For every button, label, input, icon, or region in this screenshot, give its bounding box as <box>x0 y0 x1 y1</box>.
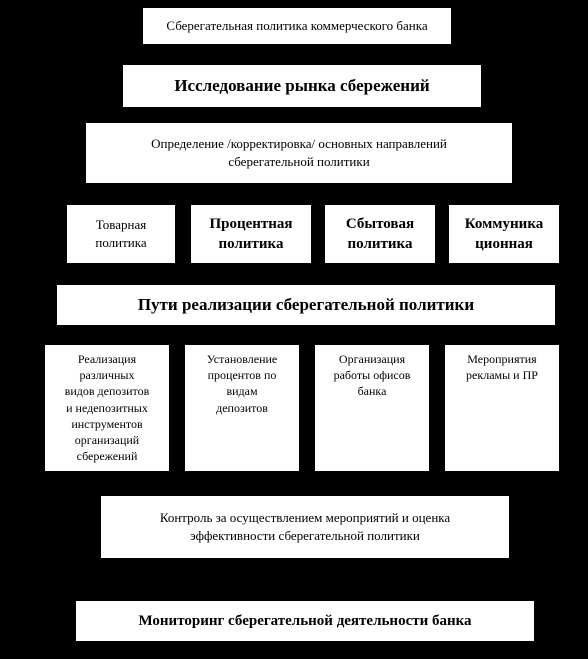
node-policy-communication-l2: ционная <box>475 234 533 254</box>
node-impl-offices: Организация работы офисов банка <box>314 344 430 472</box>
impl2-l3: видам <box>226 383 257 399</box>
node-policy-communication-l1: Коммуника <box>465 214 543 234</box>
node-control-l2: эффективности сберегательной политики <box>190 527 420 545</box>
node-directions-line2: сберегательной политики <box>228 153 369 171</box>
impl2-l4: депозитов <box>216 400 268 416</box>
node-policy-product-l1: Товарная <box>96 216 146 234</box>
impl1-l7: сбережений <box>77 448 138 464</box>
node-monitoring-text: Мониторинг сберегательной деятельности б… <box>138 611 471 631</box>
impl4-l2: рекламы и ПР <box>466 367 538 383</box>
node-policy-sales: Сбытовая политика <box>324 204 436 264</box>
impl1-l6: организаций <box>75 432 139 448</box>
node-top: Сберегательная политика коммерческого ба… <box>142 7 452 45</box>
node-control-l1: Контроль за осуществлением мероприятий и… <box>160 509 450 527</box>
diagram-canvas: Сберегательная политика коммерческого ба… <box>0 0 588 659</box>
node-research: Исследование рынка сбережений <box>122 64 482 108</box>
impl4-l1: Мероприятия <box>467 351 536 367</box>
node-policy-sales-l2: политика <box>348 234 413 254</box>
node-policy-interest-l1: Процентная <box>209 214 292 234</box>
impl1-l1: Реализация <box>78 351 136 367</box>
node-impl-deposits: Реализация различных видов депозитов и н… <box>44 344 170 472</box>
node-directions-line1: Определение /корректировка/ основных нап… <box>151 135 447 153</box>
node-policy-product: Товарная политика <box>66 204 176 264</box>
node-research-text: Исследование рынка сбережений <box>174 75 429 98</box>
impl1-l3: видов депозитов <box>65 383 150 399</box>
node-policy-interest-l2: политика <box>219 234 284 254</box>
node-impl-advertising: Мероприятия рекламы и ПР <box>444 344 560 472</box>
node-directions: Определение /корректировка/ основных нап… <box>85 122 513 184</box>
node-policy-sales-l1: Сбытовая <box>346 214 414 234</box>
node-control: Контроль за осуществлением мероприятий и… <box>100 495 510 559</box>
node-impl-rates: Установление процентов по видам депозито… <box>184 344 300 472</box>
impl3-l3: банка <box>358 383 387 399</box>
node-policy-product-l2: политика <box>95 234 146 252</box>
node-top-text: Сберегательная политика коммерческого ба… <box>166 17 427 35</box>
impl1-l4: и недепозитных <box>66 400 148 416</box>
node-ways: Пути реализации сберегательной политики <box>56 284 556 326</box>
node-policy-communication: Коммуника ционная <box>448 204 560 264</box>
node-policy-interest: Процентная политика <box>190 204 312 264</box>
impl3-l1: Организация <box>339 351 405 367</box>
node-monitoring: Мониторинг сберегательной деятельности б… <box>75 600 535 642</box>
impl1-l2: различных <box>80 367 135 383</box>
node-ways-text: Пути реализации сберегательной политики <box>138 294 474 317</box>
impl3-l2: работы офисов <box>334 367 411 383</box>
impl2-l2: процентов по <box>208 367 277 383</box>
impl2-l1: Установление <box>207 351 278 367</box>
impl1-l5: инструментов <box>71 416 142 432</box>
